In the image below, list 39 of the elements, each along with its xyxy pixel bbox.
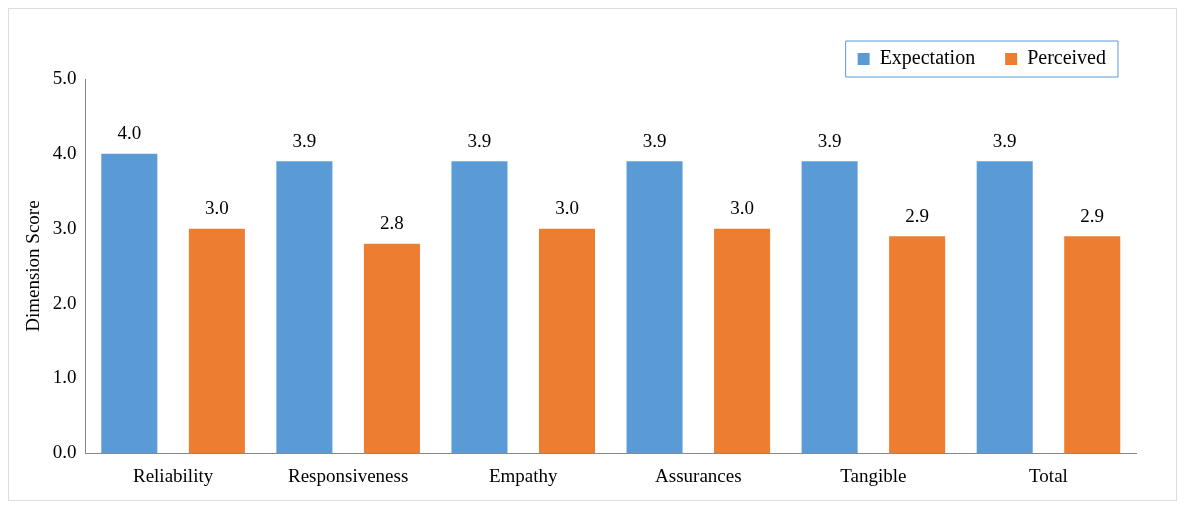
bar [889,236,946,454]
x-tick-label: Empathy [488,464,559,486]
y-tick-label: 1.0 [52,366,77,388]
data-label: 3.0 [555,197,579,219]
y-tick-label: 5.0 [52,66,77,88]
data-label: 4.0 [117,122,142,144]
data-label: 3.9 [467,129,492,151]
bar [801,161,858,454]
x-tick-label: Responsiveness [288,464,409,486]
data-label: 3.9 [992,129,1017,151]
y-tick-label: 2.0 [52,291,77,313]
bar [451,161,508,454]
x-tick-label: Tangible [840,464,907,486]
y-tick-label: 0.0 [52,441,77,463]
bar [188,228,245,454]
bar [276,161,333,454]
data-label: 3.0 [730,197,754,219]
data-label: 3.9 [817,129,842,151]
x-tick-label: Assurances [655,464,742,486]
y-tick-label: 4.0 [52,141,77,163]
bar [1064,236,1121,454]
data-label: 3.0 [204,197,229,219]
data-label: 3.9 [292,129,317,151]
bar [363,243,420,454]
bar [976,161,1033,454]
legend-label: Expectation [879,46,976,70]
x-tick-label: Reliability [132,464,214,486]
data-label: 3.9 [642,129,667,151]
y-tick-label: 3.0 [52,216,77,238]
bar [714,228,771,454]
x-tick-label: Total [1029,464,1068,486]
bar [101,153,158,454]
data-label: 2.8 [380,212,404,234]
legend-label: Perceived [1027,46,1107,69]
data-label: 2.9 [1080,204,1105,226]
bar [538,228,596,454]
data-label: 2.9 [905,204,930,226]
y-axis-title: Dimension Score [22,200,44,332]
bar [626,161,683,454]
